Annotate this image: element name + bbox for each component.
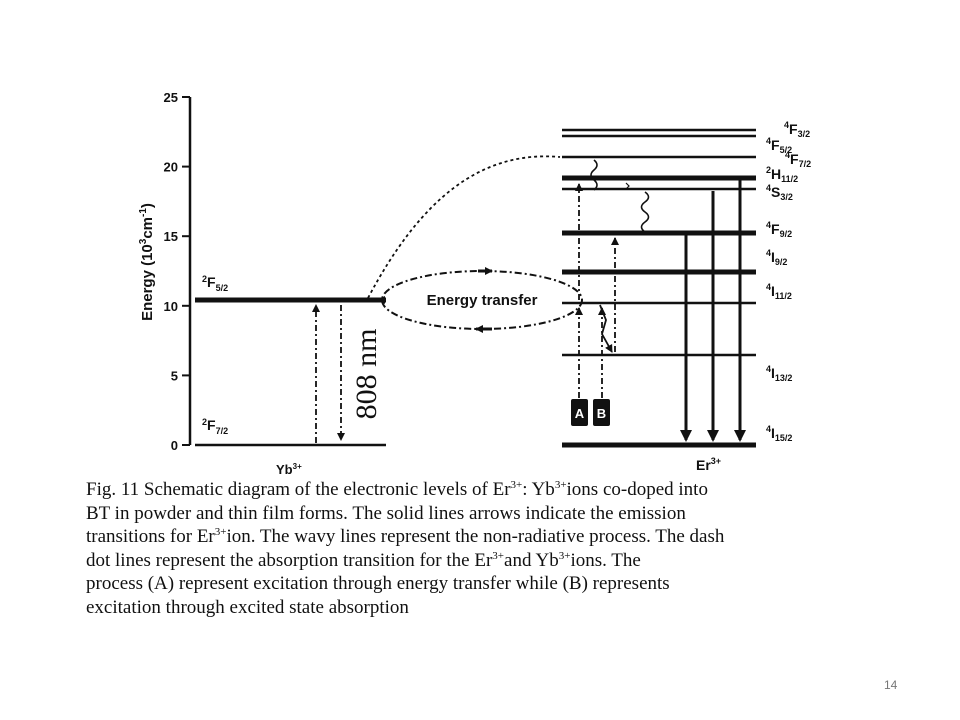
- caption-line-1: Fig. 11 Schematic diagram of the electro…: [86, 479, 708, 500]
- er-label-4f92: 4F9/2: [766, 220, 792, 239]
- process-b-box: [593, 399, 610, 426]
- process-b-label: B: [597, 406, 606, 421]
- er-label-4s32: 4S3/2: [766, 183, 793, 202]
- y-tick-label: 25: [164, 90, 178, 105]
- y-tick-label: 20: [164, 160, 178, 175]
- er-label-4i152: 4I15/2: [766, 424, 792, 443]
- er-label-4i92: 4I9/2: [766, 248, 787, 267]
- er-ion-label: Er3+: [696, 456, 721, 473]
- er-label-4i132: 4I13/2: [766, 364, 792, 383]
- er-label-4f72: 4F7/2: [785, 150, 811, 169]
- caption-line-6: excitation through excited state absorpt…: [86, 596, 409, 618]
- y-axis-label: Energy (103cm-1): [138, 203, 156, 321]
- nonradiative-relaxation-low: [599, 304, 613, 353]
- y-tick-label: 15: [164, 229, 178, 244]
- y-tick-label: 10: [164, 299, 178, 314]
- pump-wavelength-label: 808 nm: [350, 329, 383, 420]
- caption-line-5: process (A) represent excitation through…: [86, 573, 670, 595]
- figure-caption: Fig. 11 Schematic diagram of the electro…: [86, 478, 916, 620]
- yb-ion-label: Yb3+: [276, 462, 302, 477]
- caption-line-3: transitions for Er3+ion. The wavy lines …: [86, 526, 725, 548]
- er-label-4i112: 4I11/2: [766, 282, 792, 301]
- yb-level-label-2f72: 2F7/2: [202, 417, 228, 436]
- wavy-line-upper: [590, 159, 598, 191]
- er-label-4f32: 4F3/2: [784, 120, 810, 139]
- wavy-line-middle: [640, 191, 650, 233]
- page-number: 14: [884, 678, 898, 692]
- caption-line-4: dot lines represent the absorption trans…: [86, 549, 641, 571]
- wavy-mark-small: [625, 182, 630, 190]
- energy-transfer-up-curve: [367, 155, 561, 299]
- y-tick-label: 0: [171, 438, 178, 453]
- caption-line-2: BT in powder and thin film forms. The so…: [86, 502, 686, 524]
- er-label-2h112: 2H11/2: [766, 165, 798, 184]
- energy-transfer-label: Energy transfer: [427, 292, 538, 309]
- process-a-label: A: [575, 406, 585, 421]
- yb-level-label-2f52: 2F5/2: [202, 274, 228, 293]
- process-a-box: [571, 399, 588, 426]
- y-tick-label: 5: [171, 368, 178, 383]
- er-label-4f52: 4F5/2: [766, 136, 792, 155]
